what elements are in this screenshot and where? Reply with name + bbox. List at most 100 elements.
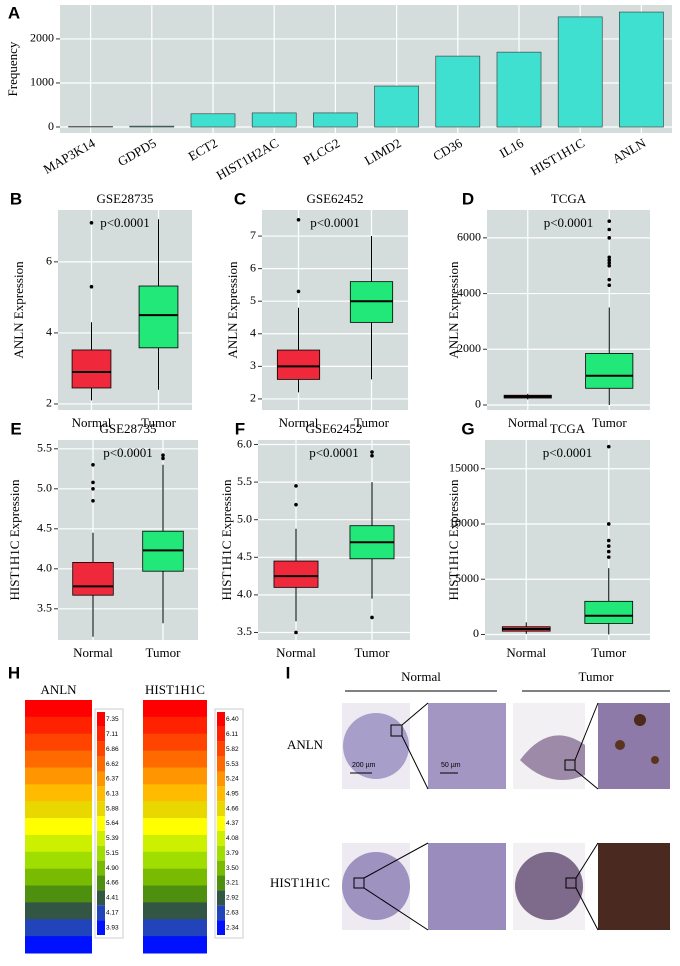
- legend-label: 6.40: [226, 716, 239, 723]
- legend-swatch: [217, 920, 225, 935]
- stain: [634, 714, 646, 726]
- y-tick-label: 6: [250, 260, 256, 274]
- legend-label: 4.66: [226, 805, 239, 812]
- y-tick-label: 4.5: [237, 549, 252, 563]
- y-axis-label: HIST1H1C Expression: [446, 479, 461, 600]
- panel-label: B: [10, 189, 22, 208]
- outlier: [89, 220, 94, 225]
- chart-title: GSE28735: [96, 191, 153, 206]
- outlier: [294, 502, 298, 507]
- y-axis-label: ANLN Expression: [225, 261, 240, 359]
- y-axis-label: Frequency: [5, 41, 20, 96]
- x-tick-label: GDPD5: [115, 135, 159, 169]
- legend-label: 4.90: [106, 865, 119, 872]
- y-axis-label: HIST1H1C Expression: [219, 479, 234, 600]
- x-tick-label: ANLN: [610, 135, 649, 166]
- zoom-box: [390, 724, 403, 737]
- y-tick-label: 5.0: [237, 511, 252, 525]
- legend-swatch: [97, 845, 105, 861]
- x-tick-label: Normal: [279, 415, 319, 430]
- outlier: [296, 289, 301, 294]
- x-tick-label: HIST1H2AC: [214, 135, 282, 183]
- y-tick-label: 4.0: [237, 587, 252, 601]
- heat-band: [25, 919, 92, 937]
- legend-swatch: [97, 905, 105, 921]
- outlier: [606, 544, 611, 548]
- heat-band: [25, 868, 92, 887]
- tissue-core: [342, 852, 410, 920]
- heat-band: [25, 851, 92, 870]
- stain: [651, 756, 659, 764]
- y-tick-label: 4.5: [37, 521, 52, 535]
- legend-label: 4.41: [106, 895, 119, 902]
- panel-label: H: [8, 663, 20, 682]
- heat-band: [25, 767, 92, 785]
- outlier: [161, 456, 165, 461]
- outlier: [91, 480, 95, 485]
- zoom-line: [575, 842, 599, 879]
- y-tick-label: 5.0: [37, 481, 52, 495]
- legend-label: 7.35: [106, 716, 119, 723]
- column-label: Tumor: [579, 669, 615, 684]
- legend-swatch: [217, 830, 225, 846]
- x-tick-label: Normal: [72, 415, 112, 430]
- zoom-box: [565, 877, 577, 889]
- zoom-line: [574, 702, 599, 761]
- legend-swatch: [97, 726, 105, 742]
- zoom-image: [428, 843, 506, 930]
- outlier: [294, 630, 298, 635]
- legend-label: 3.93: [106, 924, 119, 931]
- panel-label: G: [461, 419, 474, 438]
- legend-swatch: [97, 816, 105, 831]
- legend-label: 6.62: [106, 761, 119, 768]
- legend-label: 4.08: [226, 835, 239, 842]
- y-tick-label: 2000: [30, 31, 54, 45]
- heat-band: [25, 885, 92, 903]
- ihc-panel: Normal Tumor ANLN HIST1H1C 200 µm 50 µm: [270, 669, 670, 931]
- legend-label: 3.21: [226, 880, 239, 887]
- outlier: [607, 263, 612, 268]
- heatmap-title: ANLN: [40, 682, 77, 697]
- outlier: [606, 522, 611, 526]
- x-tick-label: CD36: [430, 135, 465, 164]
- x-tick-label: IL16: [497, 135, 527, 161]
- heatmap-title: HIST1H1C: [145, 682, 205, 697]
- y-tick-label: 4000: [457, 285, 481, 299]
- panel-label: C: [234, 189, 246, 208]
- zoom-image: [598, 703, 670, 789]
- annotation: p<0.0001: [544, 215, 594, 230]
- legend-label: 6.37: [106, 776, 119, 783]
- tissue-core: [520, 735, 585, 780]
- legend-label: 2.63: [226, 909, 239, 916]
- zoom-box: [564, 759, 576, 771]
- y-tick-label: 3.5: [237, 624, 252, 638]
- legend-label: 4.95: [226, 790, 239, 797]
- legend-swatch: [97, 712, 105, 727]
- heat-band: [143, 851, 207, 870]
- legend-label: 4.66: [106, 880, 119, 887]
- y-tick-label: 15000: [449, 460, 479, 474]
- heat-band: [143, 716, 207, 735]
- heat-band: [25, 902, 92, 920]
- legend-swatch: [217, 845, 225, 861]
- legend-swatch: [217, 726, 225, 742]
- heat-band: [143, 700, 207, 718]
- legend-label: 3.79: [226, 850, 239, 857]
- panel-label: D: [462, 189, 474, 208]
- bar: [496, 51, 542, 128]
- y-tick-label: 1000: [30, 75, 54, 89]
- heat-band: [25, 750, 92, 768]
- legend-label: 4.37: [226, 820, 239, 827]
- outlier: [161, 453, 165, 458]
- heat-band: [25, 801, 92, 819]
- zoom-line: [363, 842, 429, 879]
- outlier: [606, 555, 611, 559]
- y-axis-label: ANLN Expression: [11, 261, 26, 359]
- legend-swatch: [217, 771, 225, 787]
- x-tick-label: Normal: [276, 645, 316, 660]
- panel-label: F: [235, 419, 245, 438]
- heat-band: [25, 936, 92, 954]
- scale-label: 50 µm: [441, 762, 461, 769]
- x-tick-label: Tumor: [354, 415, 390, 430]
- legend-label: 6.11: [226, 731, 239, 738]
